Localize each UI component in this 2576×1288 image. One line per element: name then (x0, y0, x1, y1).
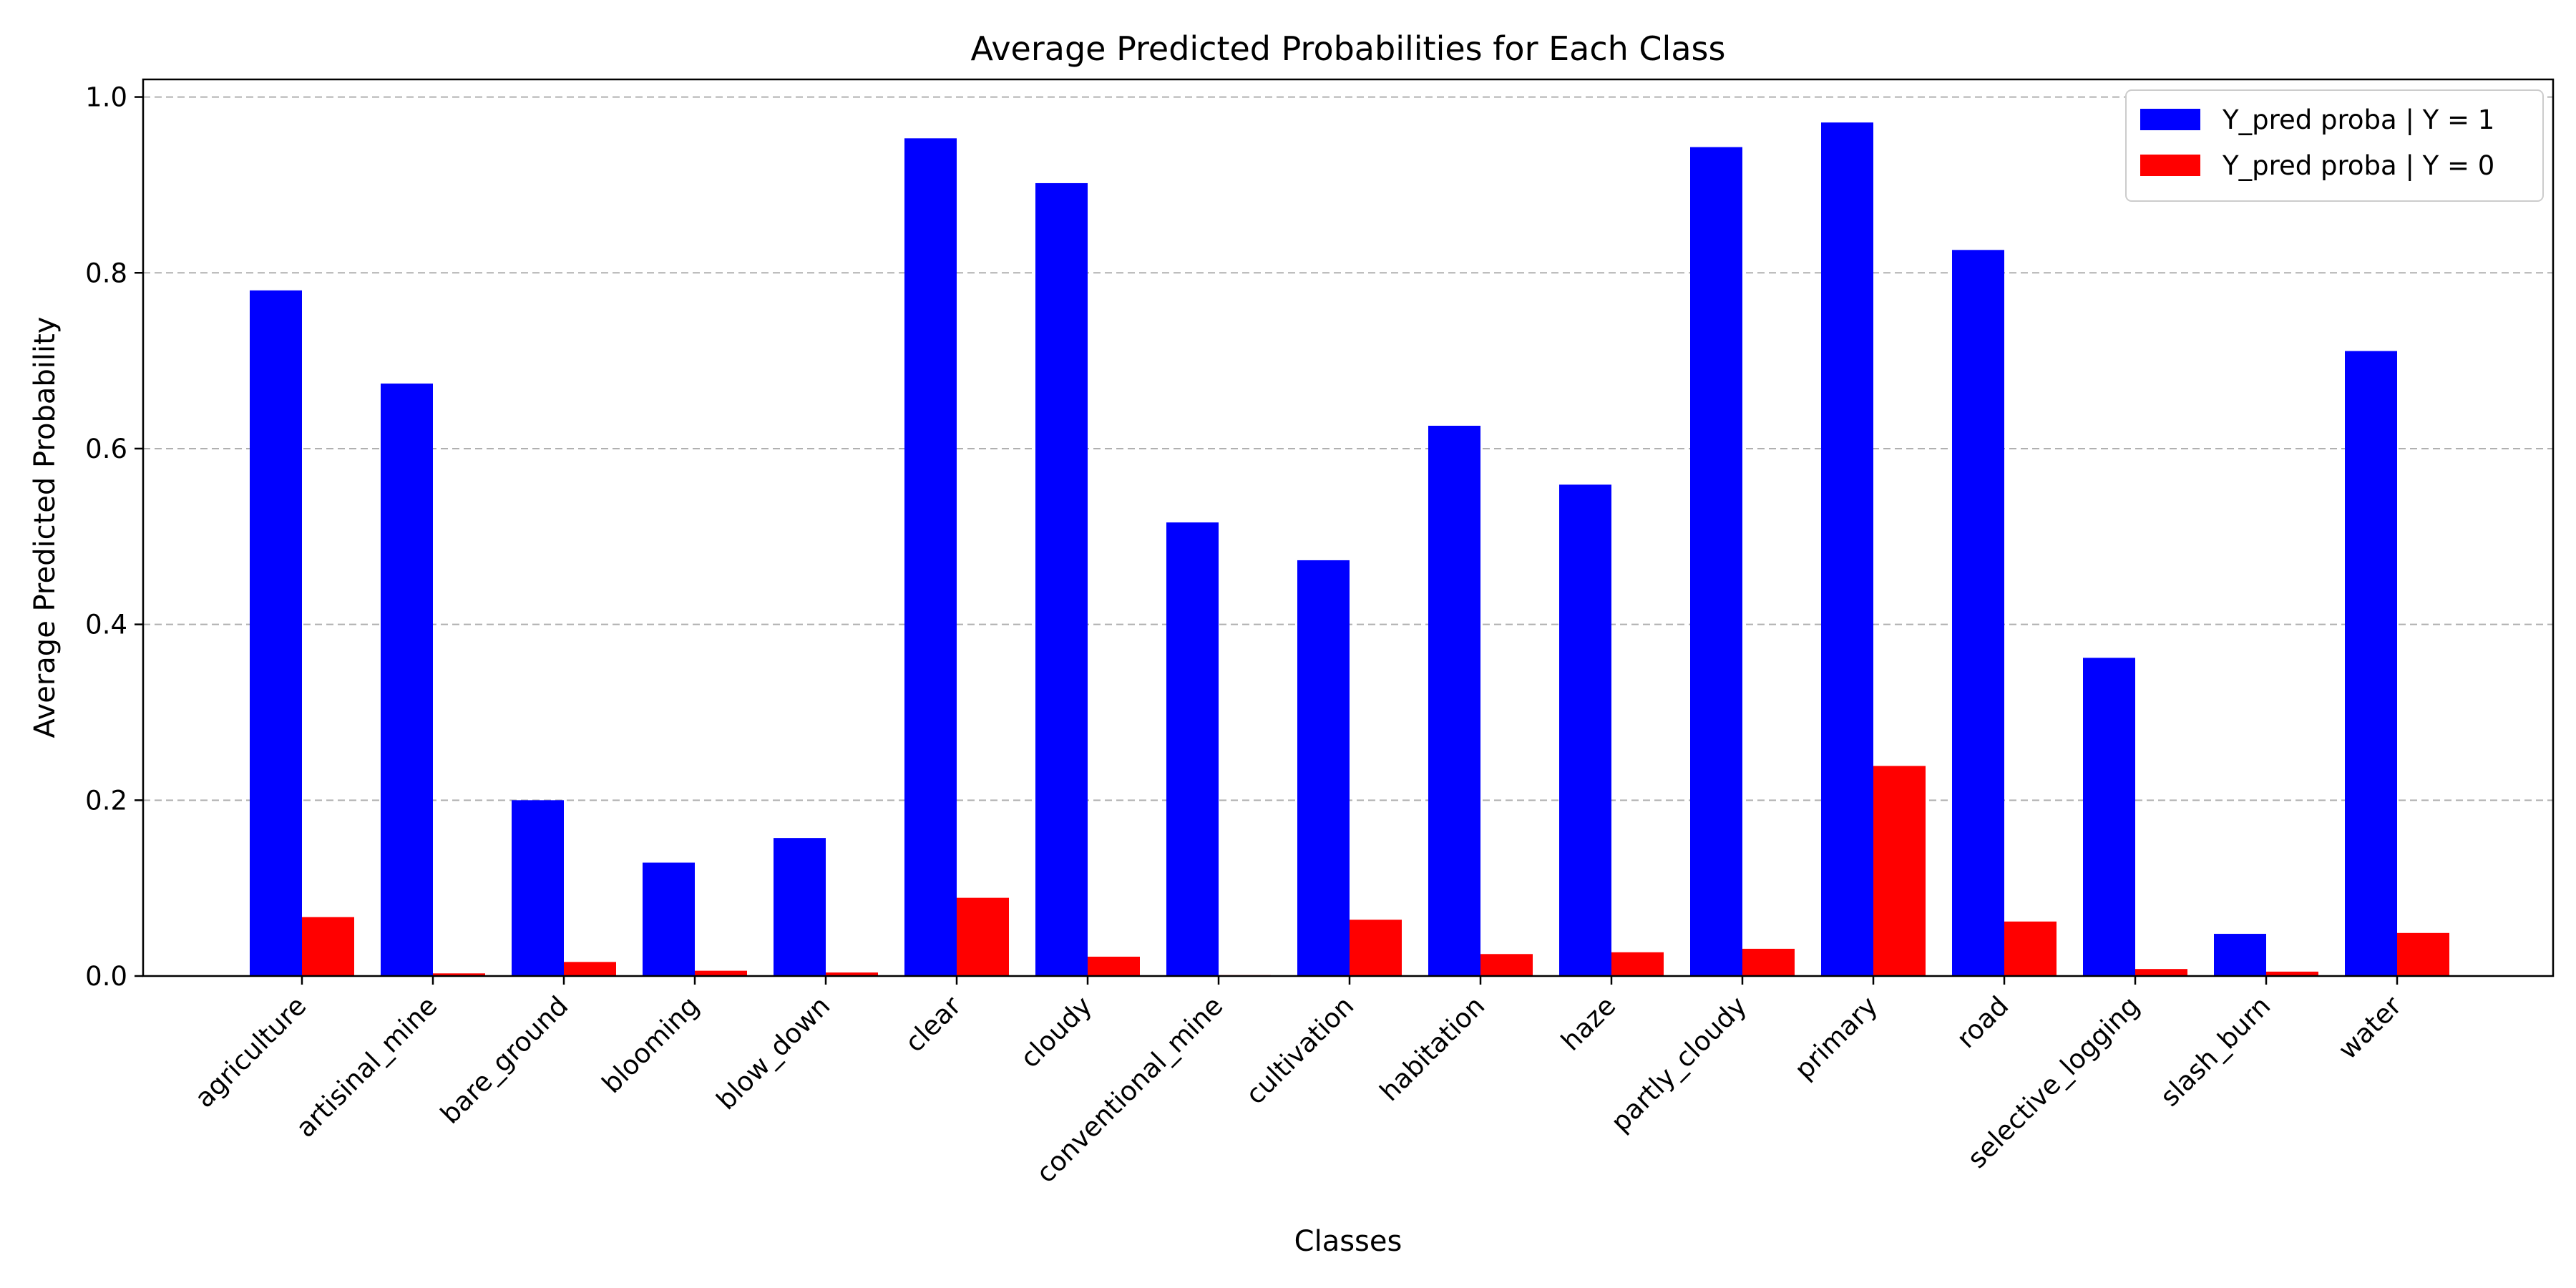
bar-selective_logging-series-2 (2135, 969, 2187, 976)
y-axis-label: Average Predicted Probability (29, 317, 62, 738)
bar-blooming-series-2 (695, 970, 747, 976)
bar-cloudy-series-1 (1035, 182, 1088, 977)
bar-bare_ground-series-1 (512, 800, 564, 976)
y-tick-label: 0.2 (85, 785, 127, 816)
bar-slash_burn-series-2 (2266, 971, 2318, 976)
y-tick-label: 0.4 (85, 610, 127, 640)
bar-slash_burn-series-1 (2214, 934, 2266, 976)
bar-haze-series-2 (1611, 952, 1664, 976)
bar-cultivation-series-2 (1350, 919, 1402, 976)
y-tick-label: 0.0 (85, 961, 127, 992)
plot-frame (142, 78, 2555, 977)
x-axis-label: Classes (1294, 1225, 1402, 1258)
bar-clear-series-2 (957, 897, 1009, 976)
y-axis-ticks: 0.0 0.2 0.4 0.6 0.8 1.0 (85, 82, 143, 992)
bar-primary-series-1 (1821, 122, 1873, 977)
bar-road-series-2 (2004, 921, 2057, 976)
bar-partly_cloudy-series-1 (1690, 147, 1742, 976)
legend-label-series-1: Y_pred proba | Y = 1 (2222, 104, 2494, 135)
bar-clear-series-1 (904, 138, 957, 976)
bar-conventional_mine-series-1 (1166, 522, 1219, 976)
bar-blow_down-series-2 (826, 972, 878, 976)
legend-swatch-series-2 (2140, 155, 2200, 176)
bars (250, 122, 2449, 977)
y-tick-label: 0.8 (85, 258, 127, 288)
bar-cloudy-series-2 (1088, 956, 1140, 976)
legend: Y_pred proba | Y = 1 Y_pred proba | Y = … (2125, 89, 2544, 202)
bar-agriculture-series-1 (250, 290, 302, 977)
bar-artisinal_mine-series-1 (381, 384, 433, 976)
bar-partly_cloudy-series-2 (1742, 948, 1795, 976)
bar-bare_ground-series-2 (564, 962, 616, 976)
bar-primary-series-2 (1873, 766, 1926, 976)
legend-swatch-series-1 (2140, 109, 2200, 130)
bar-water-series-1 (2345, 351, 2397, 976)
bar-habitation-series-2 (1480, 954, 1533, 976)
chart-title: Average Predicted Probabilities for Each… (971, 29, 1726, 68)
bar-haze-series-1 (1559, 484, 1611, 976)
bar-habitation-series-1 (1428, 426, 1480, 976)
bar-water-series-2 (2397, 932, 2449, 976)
y-tick-label: 0.6 (85, 434, 127, 464)
bar-road-series-1 (1952, 250, 2004, 976)
legend-box (2125, 89, 2544, 202)
legend-label-series-2: Y_pred proba | Y = 0 (2222, 150, 2494, 181)
bar-blow_down-series-1 (774, 838, 826, 976)
bar-blooming-series-1 (643, 862, 695, 976)
bar-selective_logging-series-1 (2083, 658, 2135, 976)
bar-artisinal_mine-series-2 (433, 973, 485, 976)
bar-cultivation-series-1 (1297, 560, 1350, 976)
y-tick-label: 1.0 (85, 82, 127, 113)
bar-agriculture-series-2 (302, 917, 354, 976)
